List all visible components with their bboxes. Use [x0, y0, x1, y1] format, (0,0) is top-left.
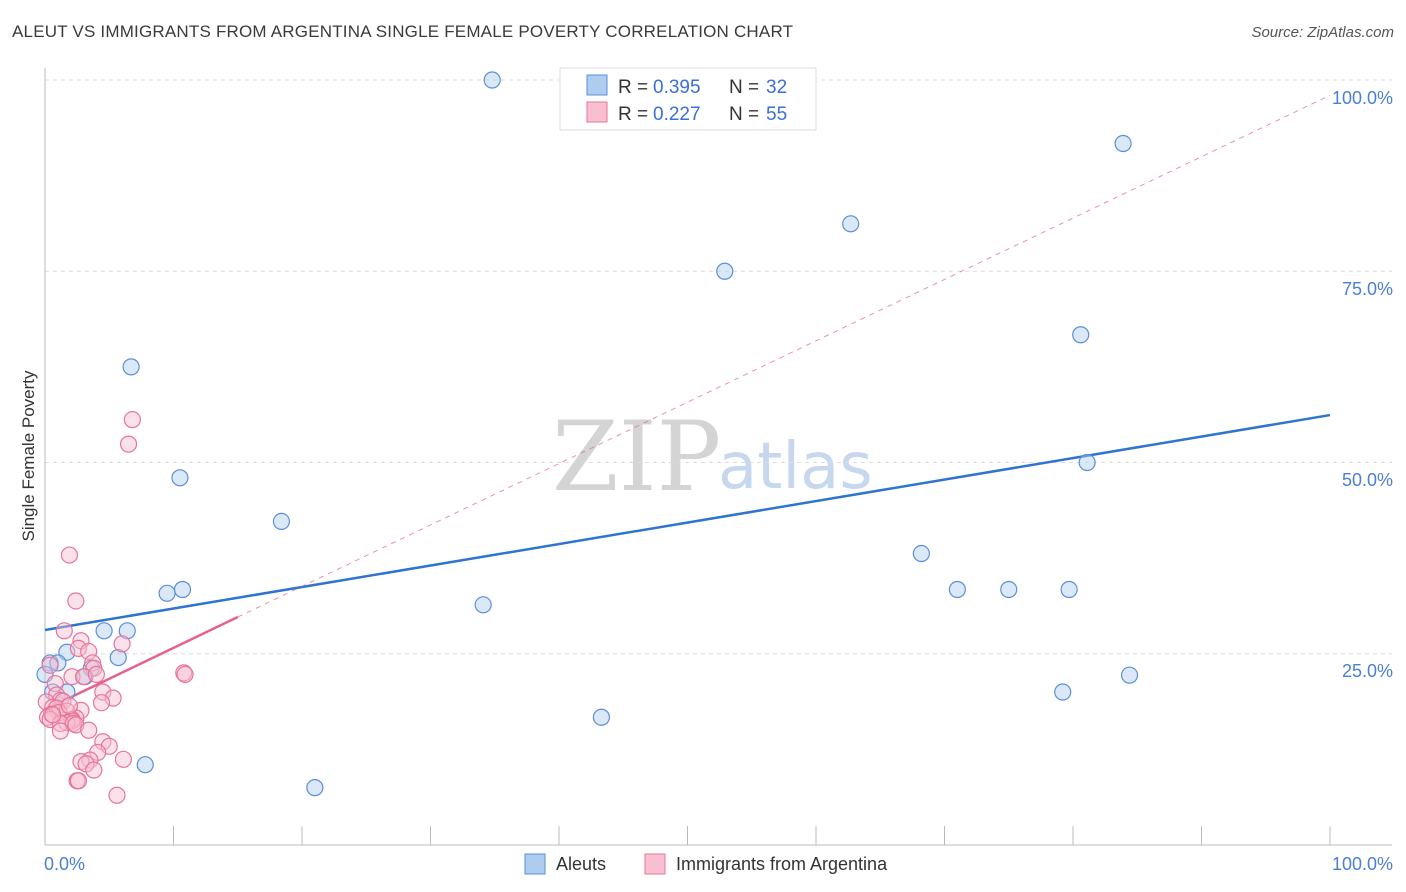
argentina-point: [60, 697, 79, 715]
argentina-point: [41, 656, 59, 674]
data-points: [36, 71, 1139, 804]
aleuts-point: [842, 215, 860, 233]
legend-label-argentina: Immigrants from Argentina: [676, 854, 888, 874]
stats-aleut-r-value: 0.395: [653, 77, 701, 98]
aleuts-trend-line: [44, 413, 1331, 632]
stats-argentina-n-label: N =: [729, 104, 759, 125]
argentina-trend-line-extension: [237, 94, 1331, 618]
aleuts-point: [109, 648, 127, 667]
y-axis-label: Single Female Poverty: [19, 370, 38, 542]
argentina-point: [119, 435, 138, 453]
legend-swatch-aleuts: [524, 853, 546, 875]
argentina-point: [67, 592, 85, 610]
argentina-point: [44, 706, 62, 724]
y-tick-50: 50.0%: [1342, 470, 1393, 490]
aleuts-point: [122, 358, 140, 376]
argentina-point: [123, 411, 141, 429]
argentina-trend-line: [44, 615, 239, 711]
stats-swatch-argentina: [586, 101, 608, 123]
argentina-point: [67, 716, 85, 734]
aleuts-point: [158, 584, 176, 602]
argentina-point: [108, 786, 126, 804]
grid-layer: [45, 79, 1392, 655]
argentina-point: [69, 639, 88, 657]
argentina-point: [114, 750, 132, 768]
aleuts-point: [1072, 326, 1090, 344]
stats-box: R = 0.395 N = 32 R = 0.227 N = 55: [559, 67, 817, 131]
argentina-point: [69, 772, 88, 790]
aleuts-point: [474, 596, 492, 614]
aleuts-point: [592, 708, 611, 726]
argentina-point: [176, 665, 194, 684]
legend-swatch-argentina: [644, 853, 666, 875]
aleuts-point: [912, 544, 930, 563]
aleuts-point: [948, 580, 966, 599]
argentina-point: [41, 710, 59, 729]
stats-argentina-r-value: 0.227: [653, 104, 701, 125]
x-tick-100: 100.0%: [1332, 854, 1393, 874]
y-tick-75: 75.0%: [1342, 279, 1393, 299]
aleuts-point: [716, 262, 734, 280]
x-tick-0: 0.0%: [44, 854, 85, 874]
argentina-point: [51, 722, 70, 740]
stats-argentina-r-label: R =: [618, 104, 648, 125]
aleuts-point: [95, 622, 113, 640]
stats-swatch-aleuts: [586, 74, 608, 96]
aleuts-point: [1000, 580, 1018, 599]
argentina-point: [60, 546, 79, 564]
argentina-point: [87, 665, 106, 684]
argentina-point: [80, 721, 98, 739]
stats-aleut-n-label: N =: [729, 77, 759, 98]
argentina-point: [113, 635, 131, 653]
aleuts-point: [272, 512, 291, 531]
aleuts-point: [1120, 666, 1139, 684]
legend: Aleuts Immigrants from Argentina: [524, 853, 888, 875]
stats-argentina-n-value: 55: [766, 104, 787, 125]
argentina-point: [74, 668, 93, 686]
aleuts-point: [136, 756, 154, 774]
aleuts-point: [306, 779, 324, 797]
y-tick-25: 25.0%: [1342, 661, 1393, 681]
argentina-point: [85, 761, 103, 779]
aleuts-point: [483, 71, 501, 89]
argentina-point: [55, 622, 73, 640]
aleuts-point: [1114, 134, 1132, 153]
x-tick-marks: [44, 826, 1331, 845]
aleuts-point: [171, 469, 189, 487]
watermark-atlas: atlas: [718, 430, 873, 504]
aleuts-point: [1054, 683, 1072, 701]
aleuts-point: [1078, 453, 1096, 472]
aleuts-point: [1060, 580, 1078, 599]
argentina-point: [92, 694, 111, 712]
watermark-zip: ZIP: [552, 401, 721, 513]
source-credit: Source: ZipAtlas.com: [1251, 24, 1394, 41]
trend-lines: [44, 94, 1331, 711]
aleuts-point: [118, 622, 136, 640]
aleuts-point: [173, 580, 192, 599]
chart-title: ALEUT VS IMMIGRANTS FROM ARGENTINA SINGL…: [12, 22, 794, 41]
stats-aleut-n-value: 32: [766, 77, 787, 98]
stats-aleut-r-label: R =: [618, 77, 648, 98]
legend-label-aleuts: Aleuts: [556, 854, 606, 874]
y-tick-100: 100.0%: [1332, 88, 1393, 108]
